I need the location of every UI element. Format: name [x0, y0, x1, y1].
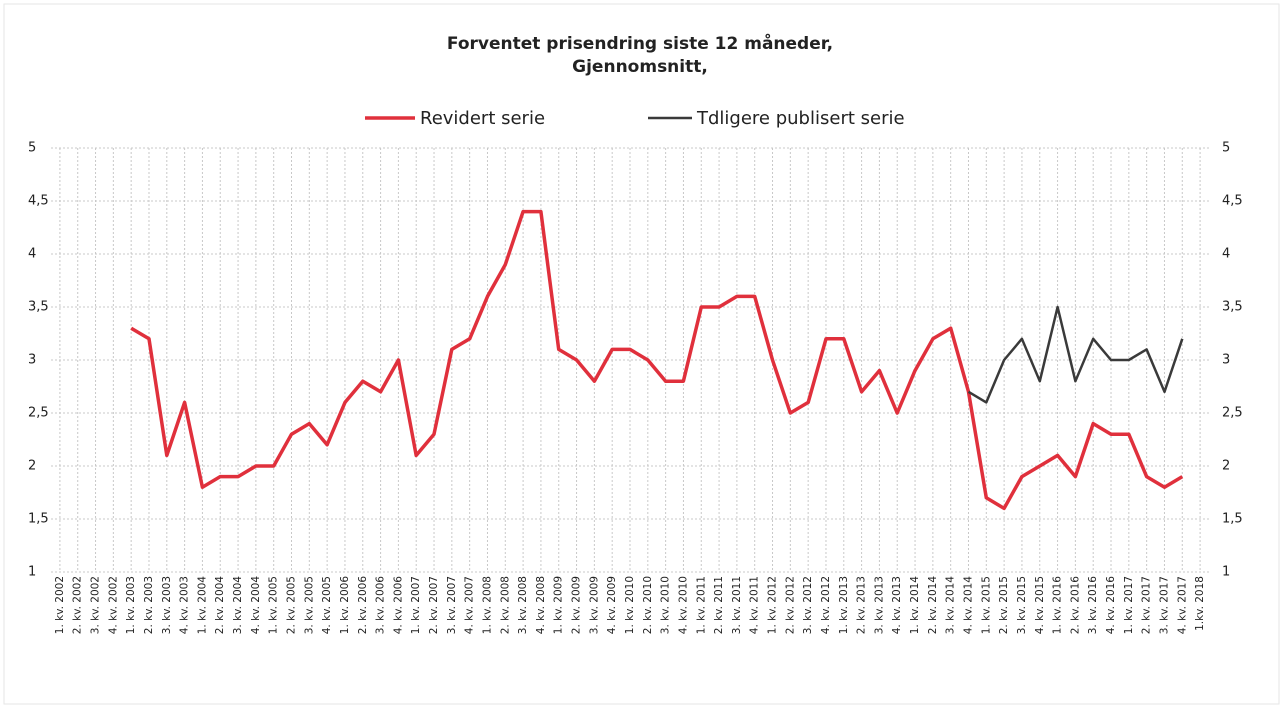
y-tick-label: 3,5: [28, 300, 49, 315]
x-tick-label: 1. kv. 2003: [125, 576, 137, 634]
x-tick-label: 3. kv. 2006: [375, 576, 387, 635]
x-tick-label: 4. kv. 2007: [464, 576, 476, 634]
x-tick-label: 4. kv. 2011: [749, 576, 761, 634]
x-tick-label: 2. kv. 2014: [927, 576, 939, 635]
y2-tick-label: 1,5: [1222, 512, 1243, 527]
x-tick-label: 1. kv. 2009: [553, 576, 565, 634]
x-tick-label: 3. kv. 2010: [660, 576, 672, 634]
y-tick-label: 2: [28, 459, 36, 474]
x-tick-label: 1. kv. 2002: [54, 576, 66, 634]
x-tick-label: 3. kv. 2007: [446, 576, 458, 634]
x-tick-label: 2. kv. 2011: [713, 576, 725, 634]
x-tick-label: 1. kv. 2017: [1123, 576, 1135, 634]
x-tick-label: 1. kv. 2005: [268, 576, 280, 634]
chart-title: Forventet prisendring siste 12 måneder,: [447, 32, 833, 54]
x-tick-label: 1. kv. 2010: [624, 576, 636, 634]
x-tick-label: 4. kv. 2014: [962, 576, 974, 635]
x-tick-label: 4. kv. 2009: [606, 576, 618, 634]
x-tick-label: 4. kv. 2004: [250, 576, 262, 635]
x-tick-label: 3. kv. 2013: [873, 576, 885, 634]
x-tick-label: 2. kv. 2017: [1141, 576, 1153, 634]
x-tick-label: 3. kv. 2014: [945, 576, 957, 635]
y2-tick-label: 4: [1222, 247, 1230, 262]
y-tick-label: 3: [28, 353, 36, 368]
series-line: [130, 209, 1184, 511]
y2-tick-label: 2,5: [1222, 406, 1243, 421]
x-tick-label: 3. kv. 2005: [303, 576, 315, 634]
x-tick-label: 1. kv. 2014: [909, 576, 921, 635]
legend-label: Revidert serie: [420, 108, 545, 129]
x-tick-label: 4. kv. 2006: [392, 576, 404, 635]
x-tick-label: 2. kv. 2005: [286, 576, 298, 634]
x-tick-label: 4. kv. 2013: [891, 576, 903, 634]
x-tick-label: 2. kv. 2012: [784, 576, 796, 634]
x-tick-label: 2. kv. 2016: [1069, 576, 1081, 635]
y-tick-label: 4: [28, 247, 36, 262]
x-tick-label: 1. kv. 2007: [410, 576, 422, 634]
x-tick-label: 3. kv. 2017: [1158, 576, 1170, 634]
x-tick-label: 3. kv. 2008: [517, 576, 529, 634]
y2-tick-label: 5: [1222, 141, 1230, 156]
x-tick-label: 4. kv. 2015: [1034, 576, 1046, 634]
y2-tick-label: 1: [1222, 565, 1230, 580]
x-tick-label: 3. kv. 2016: [1087, 576, 1099, 635]
x-tick-label: 2. kv. 2009: [571, 576, 583, 634]
x-tick-label: 1. kv. 2016: [1052, 576, 1064, 635]
x-tick-label: 4. kv. 2005: [321, 576, 333, 634]
y2-tick-label: 4,5: [1222, 194, 1243, 209]
y-tick-label: 2,5: [28, 406, 49, 421]
x-tick-label: 2. kv. 2013: [856, 576, 868, 634]
series-line: [967, 305, 1184, 404]
x-tick-label: 3. kv. 2015: [1016, 576, 1028, 634]
x-tick-label: 2. kv. 2015: [998, 576, 1010, 634]
chart-subtitle: Gjennomsnitt,: [572, 57, 708, 77]
x-tick-label: 4. kv. 2016: [1105, 576, 1117, 635]
x-tick-label: 4. kv. 2003: [179, 576, 191, 634]
x-tick-label: 4. kv. 2017: [1176, 576, 1188, 634]
y2-tick-label: 2: [1222, 459, 1230, 474]
x-tick-label: 2. kv. 2007: [428, 576, 440, 634]
legend-label: Tdligere publisert serie: [696, 108, 905, 129]
x-tick-label: 4. kv. 2002: [107, 576, 119, 634]
x-tick-label: 2. kv. 2010: [642, 576, 654, 634]
y-tick-label: 1,5: [28, 512, 49, 527]
x-tick-label: 3. kv. 2003: [161, 576, 173, 634]
x-tick-label: 4. kv. 2012: [820, 576, 832, 634]
x-tick-label: 1. kv. 2012: [767, 576, 779, 634]
x-tick-label: 2. kv. 2008: [499, 576, 511, 634]
x-tick-label: 3. kv. 2002: [90, 576, 102, 634]
x-tick-label: 4. kv. 2010: [677, 576, 689, 634]
x-tick-label: 2. kv. 2002: [72, 576, 84, 634]
y2-tick-label: 3: [1222, 353, 1230, 368]
x-tick-label: 3. kv. 2012: [802, 576, 814, 634]
y2-tick-label: 3,5: [1222, 300, 1243, 315]
chart-frame: [3, 3, 1280, 705]
x-tick-label: 3. kv. 2011: [731, 576, 743, 634]
x-tick-label: 3. kv. 2004: [232, 576, 244, 635]
y-tick-label: 1: [28, 565, 36, 580]
y-tick-label: 4,5: [28, 194, 49, 209]
x-tick-label: 1.kv. 2018: [1194, 576, 1206, 631]
x-tick-label: 2. kv. 2006: [357, 576, 369, 635]
x-tick-label: 1. kv. 2011: [695, 576, 707, 634]
y-tick-label: 5: [28, 141, 36, 156]
x-tick-label: 2. kv. 2003: [143, 576, 155, 634]
x-tick-label: 4. kv. 2008: [535, 576, 547, 634]
x-tick-label: 1. kv. 2004: [196, 576, 208, 635]
x-tick-label: 2. kv. 2004: [214, 576, 226, 635]
x-tick-label: 1. kv. 2013: [838, 576, 850, 634]
x-tick-label: 1. kv. 2006: [339, 576, 351, 635]
x-tick-label: 1. kv. 2008: [481, 576, 493, 634]
x-tick-label: 1. kv. 2015: [980, 576, 992, 634]
x-tick-label: 3. kv. 2009: [588, 576, 600, 634]
